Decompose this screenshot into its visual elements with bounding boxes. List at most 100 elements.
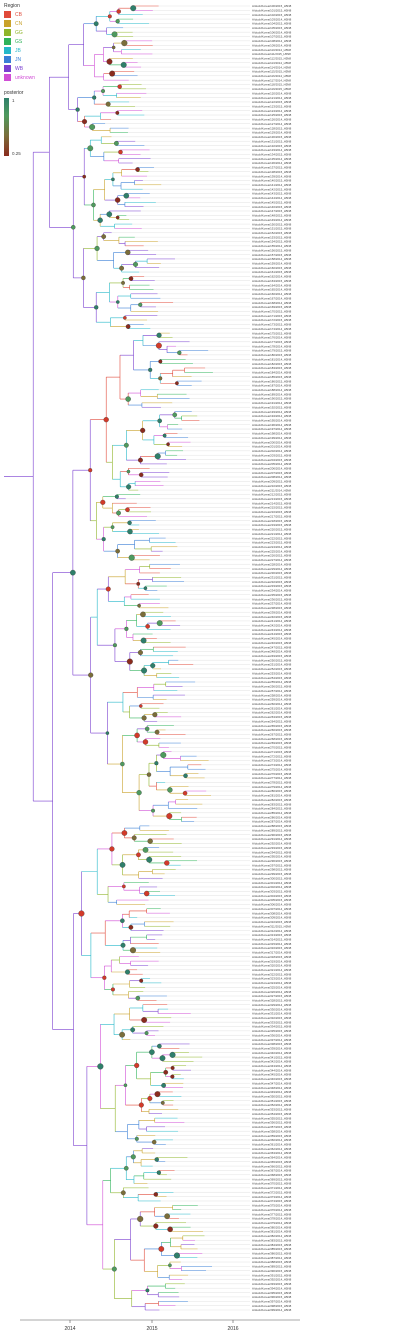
taxon-label: A/duck/Korea/162/2014_H5N8 xyxy=(252,275,292,279)
posterior-node xyxy=(167,787,173,793)
posterior-node xyxy=(139,704,143,708)
taxon-label: A/duck/Korea/394/2014_H5N8 xyxy=(252,1286,292,1290)
taxon-label: A/duck/Korea/397/2014_H5N8 xyxy=(252,1299,292,1303)
posterior-node xyxy=(156,620,163,627)
posterior-node xyxy=(91,202,96,208)
posterior-node xyxy=(97,1063,104,1070)
taxon-label: A/duck/Korea/182/2015_H5N8 xyxy=(252,362,292,366)
posterior-node xyxy=(94,245,100,252)
taxon-label: A/duck/Korea/184/2014_H5N8 xyxy=(252,371,292,375)
posterior-node xyxy=(137,650,143,656)
posterior-node xyxy=(109,70,116,77)
taxon-label: A/duck/Korea/148/2015_H5N8 xyxy=(252,214,292,218)
taxon-label: A/duck/Korea/320/2014_H5N8 xyxy=(252,964,292,968)
taxon-label: A/duck/Korea/340/2014_H5N8 xyxy=(252,1051,292,1055)
taxon-label: A/duck/Korea/177/2015_H5N8 xyxy=(252,340,292,344)
taxon-label: A/duck/Korea/158/2014_H5N8 xyxy=(252,257,292,261)
posterior-node xyxy=(71,225,76,230)
posterior-scale: 1 0.25 xyxy=(4,98,74,156)
taxon-label: A/duck/Korea/357/2015_H5N8 xyxy=(252,1125,292,1129)
taxon-label: A/duck/Korea/286/2014_H5N8 xyxy=(252,815,292,819)
taxon-label: A/duck/Korea/359/2015_H5N8 xyxy=(252,1134,292,1138)
taxon-label: A/duck/Korea/361/2014_H5N8 xyxy=(252,1142,292,1146)
taxon-label: A/duck/Korea/381/2014_H5N8 xyxy=(252,1230,292,1234)
taxon-label: A/duck/Korea/135/2014_H5N8 xyxy=(252,157,292,161)
posterior-node-markers xyxy=(70,5,188,1293)
taxon-label: A/duck/Korea/227/2014_H5N8 xyxy=(252,558,292,562)
taxon-label: A/duck/Korea/369/2015_H5N8 xyxy=(252,1177,292,1181)
taxon-label: A/duck/Korea/218/2015_H5N8 xyxy=(252,519,292,523)
taxon-label: A/duck/Korea/163/2015_H5N8 xyxy=(252,279,292,283)
posterior-node xyxy=(136,790,142,796)
taxon-label: A/duck/Korea/122/2015_H5N8 xyxy=(252,100,292,104)
posterior-node xyxy=(125,249,131,256)
taxon-label: A/duck/Korea/314/2015_H5N8 xyxy=(252,937,292,941)
posterior-node xyxy=(162,433,167,438)
taxon-label: A/duck/Korea/240/2015_H5N8 xyxy=(252,615,292,619)
taxon-label: A/duck/Korea/191/2014_H5N8 xyxy=(252,401,292,405)
taxon-label: A/duck/Korea/327/2015_H5N8 xyxy=(252,994,292,998)
posterior-node xyxy=(70,569,76,576)
taxon-label: A/duck/Korea/129/2014_H5N8 xyxy=(252,131,292,135)
posterior-node xyxy=(109,846,115,852)
taxon-label: A/duck/Korea/290/2015_H5N8 xyxy=(252,833,292,837)
posterior-node xyxy=(111,177,115,182)
posterior-node xyxy=(89,124,96,130)
taxon-label: A/duck/Korea/211/2014_H5N8 xyxy=(252,488,291,492)
legend-item-wb: WB xyxy=(4,64,74,73)
taxon-label: A/duck/Korea/175/2015_H5N8 xyxy=(252,331,292,335)
taxon-label: A/duck/Korea/174/2014_H5N8 xyxy=(252,327,292,331)
taxon-label: A/duck/Korea/103/2014_H5N8 xyxy=(252,17,292,21)
posterior-node xyxy=(134,732,140,739)
taxon-label: A/duck/Korea/268/2015_H5N8 xyxy=(252,737,292,741)
taxon-label: A/duck/Korea/307/2014_H5N8 xyxy=(252,907,292,911)
taxon-label: A/duck/Korea/190/2015_H5N8 xyxy=(252,397,292,401)
posterior-node xyxy=(119,1031,126,1038)
taxon-label: A/duck/Korea/127/2014_H5N8 xyxy=(252,122,292,126)
taxon-label: A/duck/Korea/258/2014_H5N8 xyxy=(252,693,292,697)
posterior-min-label: 0.25 xyxy=(12,151,21,156)
taxon-label: A/duck/Korea/246/2015_H5N8 xyxy=(252,641,292,645)
taxon-label: A/duck/Korea/136/2014_H5N8 xyxy=(252,161,292,165)
taxon-label: A/duck/Korea/297/2015_H5N8 xyxy=(252,863,292,867)
posterior-node xyxy=(146,772,152,777)
posterior-node xyxy=(118,149,123,155)
taxon-label: A/duck/Korea/316/2015_H5N8 xyxy=(252,946,292,950)
posterior-node xyxy=(112,643,117,648)
taxon-label: A/duck/Korea/321/2014_H5N8 xyxy=(252,968,292,972)
taxon-label: A/duck/Korea/351/2015_H5N8 xyxy=(252,1099,292,1103)
taxon-label: A/duck/Korea/250/2015_H5N8 xyxy=(252,658,292,662)
taxon-label: A/duck/Korea/341/2015_H5N8 xyxy=(252,1055,292,1059)
taxon-label: A/duck/Korea/183/2015_H5N8 xyxy=(252,366,292,370)
taxon-label: A/duck/Korea/379/2014_H5N8 xyxy=(252,1221,292,1225)
posterior-node xyxy=(75,107,80,112)
taxon-label: A/duck/Korea/213/2015_H5N8 xyxy=(252,497,292,501)
taxon-label: A/duck/Korea/119/2015_H5N8 xyxy=(252,87,291,91)
legend-items: CB CN GG GS JB JN WB unknown xyxy=(4,10,74,82)
posterior-node xyxy=(81,119,88,125)
taxon-label: A/duck/Korea/281/2014_H5N8 xyxy=(252,794,292,798)
taxon-label: A/duck/Korea/367/2014_H5N8 xyxy=(252,1169,292,1173)
taxon-label: A/duck/Korea/137/2015_H5N8 xyxy=(252,166,292,170)
taxon-label: A/duck/Korea/358/2014_H5N8 xyxy=(252,1129,292,1133)
taxon-label: A/duck/Korea/215/2015_H5N8 xyxy=(252,506,292,510)
posterior-node xyxy=(152,712,158,718)
taxon-label: A/duck/Korea/117/2014_H5N8 xyxy=(252,78,291,82)
taxon-label: A/duck/Korea/284/2015_H5N8 xyxy=(252,807,292,811)
taxon-label: A/duck/Korea/219/2015_H5N8 xyxy=(252,523,292,527)
posterior-node xyxy=(154,1157,159,1162)
taxon-label: A/duck/Korea/226/2015_H5N8 xyxy=(252,554,292,558)
taxon-label: A/duck/Korea/305/2015_H5N8 xyxy=(252,898,292,902)
posterior-node xyxy=(153,1192,159,1197)
posterior-node xyxy=(172,412,178,418)
taxon-label: A/duck/Korea/283/2015_H5N8 xyxy=(252,802,292,806)
taxon-label: A/duck/Korea/113/2014_H5N8 xyxy=(252,61,291,65)
posterior-node xyxy=(133,261,138,267)
taxon-label: A/duck/Korea/167/2014_H5N8 xyxy=(252,296,292,300)
taxon-label: A/duck/Korea/197/2014_H5N8 xyxy=(252,427,292,431)
posterior-node xyxy=(173,1252,180,1259)
posterior-node xyxy=(164,1213,170,1220)
taxon-label: A/duck/Korea/140/2015_H5N8 xyxy=(252,179,292,183)
taxon-label: A/duck/Korea/201/2014_H5N8 xyxy=(252,445,292,449)
axis-label-2014: 2014 xyxy=(64,1326,75,1332)
